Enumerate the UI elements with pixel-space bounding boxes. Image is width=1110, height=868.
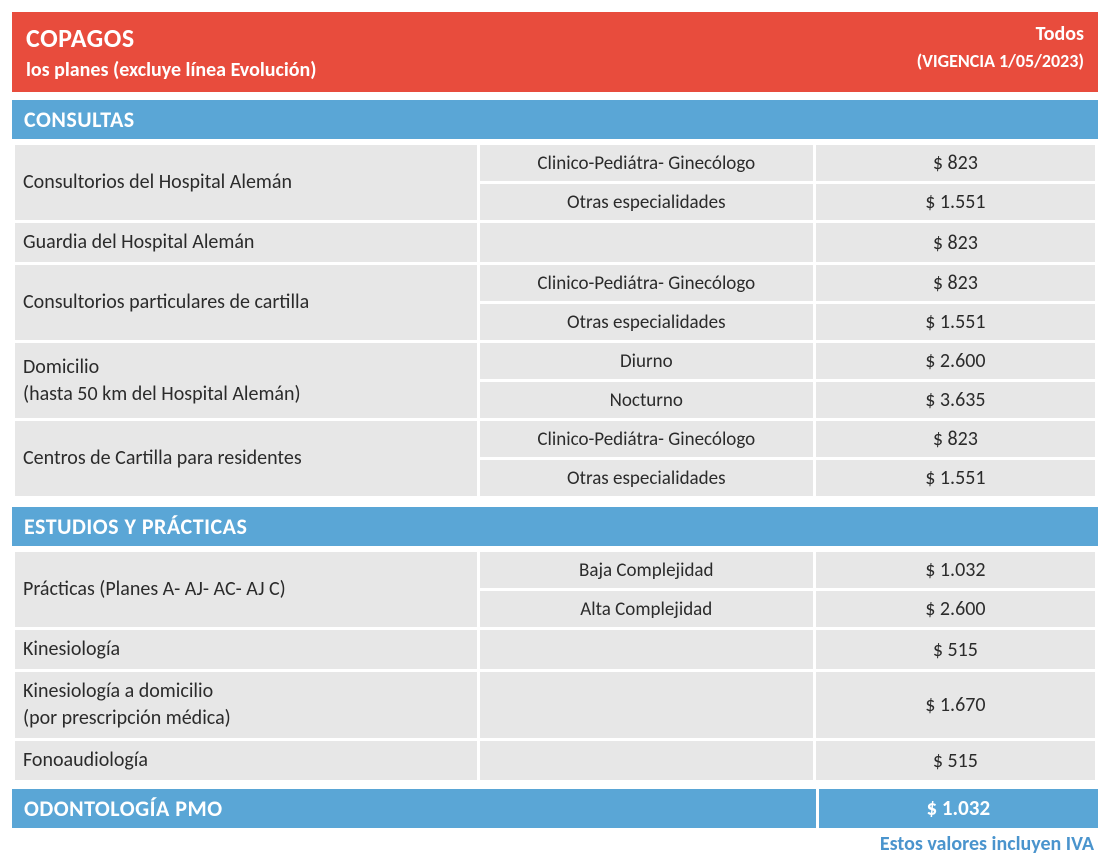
row-price: $ 2.600 [816, 591, 1095, 627]
section-title: ESTUDIOS Y PRÁCTICAS [12, 507, 1098, 546]
table-row: Kinesiología $ 515 [15, 630, 1095, 669]
row-price: $ 823 [816, 265, 1095, 301]
footnote: Estos valores incluyen IVA [12, 832, 1098, 856]
table-row: Centros de Cartilla para residentesClini… [15, 421, 1095, 457]
row-desc: Clinico-Pediátra- Ginecólogo [480, 265, 813, 301]
odontologia-price: $ 1.032 [819, 789, 1098, 828]
row-price: $ 823 [816, 145, 1095, 181]
table-row: Kinesiología a domicilio(por prescripció… [15, 672, 1095, 738]
row-desc: Clinico-Pediátra- Ginecólogo [480, 421, 813, 457]
table-row: Guardia del Hospital Alemán $ 823 [15, 223, 1095, 262]
header-right-bottom: (VIGENCIA 1/05/2023) [917, 50, 1084, 72]
row-price: $ 1.670 [816, 672, 1095, 738]
row-desc: Clinico-Pediátra- Ginecólogo [480, 145, 813, 181]
row-desc: Nocturno [480, 382, 813, 418]
row-desc [480, 630, 813, 669]
row-desc [480, 672, 813, 738]
row-price: $ 823 [816, 421, 1095, 457]
table-row: Prácticas (Planes A- AJ- AC- AJ C)Baja C… [15, 552, 1095, 588]
header-right: Todos (VIGENCIA 1/05/2023) [917, 22, 1084, 72]
header-subtitle: los planes (excluye línea Evolución) [26, 58, 316, 82]
row-price: $ 2.600 [816, 343, 1095, 379]
row-desc: Alta Complejidad [480, 591, 813, 627]
row-label: Fonoaudiología [15, 741, 477, 780]
row-desc: Otras especialidades [480, 460, 813, 496]
table-row: Fonoaudiología $ 515 [15, 741, 1095, 780]
row-desc [480, 741, 813, 780]
row-price: $ 1.551 [816, 184, 1095, 220]
row-label: Prácticas (Planes A- AJ- AC- AJ C) [15, 552, 477, 627]
row-price: $ 1.551 [816, 460, 1095, 496]
row-price: $ 3.635 [816, 382, 1095, 418]
table-row: Domicilio(hasta 50 km del Hospital Alemá… [15, 343, 1095, 379]
price-table: Prácticas (Planes A- AJ- AC- AJ C)Baja C… [12, 549, 1098, 783]
row-label: Guardia del Hospital Alemán [15, 223, 477, 262]
row-label: Kinesiología [15, 630, 477, 669]
section-title: CONSULTAS [12, 100, 1098, 139]
row-desc: Baja Complejidad [480, 552, 813, 588]
table-row: Consultorios del Hospital AlemánClinico-… [15, 145, 1095, 181]
header-bar: COPAGOS los planes (excluye línea Evoluc… [12, 12, 1098, 92]
header-right-top: Todos [917, 22, 1084, 46]
row-label: Domicilio(hasta 50 km del Hospital Alemá… [15, 343, 477, 418]
header-title: COPAGOS [26, 22, 316, 54]
row-label: Centros de Cartilla para residentes [15, 421, 477, 496]
row-desc: Otras especialidades [480, 304, 813, 340]
header-left: COPAGOS los planes (excluye línea Evoluc… [26, 22, 316, 82]
row-label: Consultorios del Hospital Alemán [15, 145, 477, 220]
odontologia-row: ODONTOLOGÍA PMO $ 1.032 [12, 789, 1098, 828]
row-desc: Diurno [480, 343, 813, 379]
row-label: Consultorios particulares de cartilla [15, 265, 477, 340]
row-price: $ 823 [816, 223, 1095, 262]
row-label: Kinesiología a domicilio(por prescripció… [15, 672, 477, 738]
row-price: $ 1.551 [816, 304, 1095, 340]
row-price: $ 515 [816, 630, 1095, 669]
odontologia-title: ODONTOLOGÍA PMO [12, 789, 816, 828]
row-price: $ 1.032 [816, 552, 1095, 588]
row-price: $ 515 [816, 741, 1095, 780]
price-table: Consultorios del Hospital AlemánClinico-… [12, 142, 1098, 499]
row-desc [480, 223, 813, 262]
table-row: Consultorios particulares de cartillaCli… [15, 265, 1095, 301]
row-desc: Otras especialidades [480, 184, 813, 220]
